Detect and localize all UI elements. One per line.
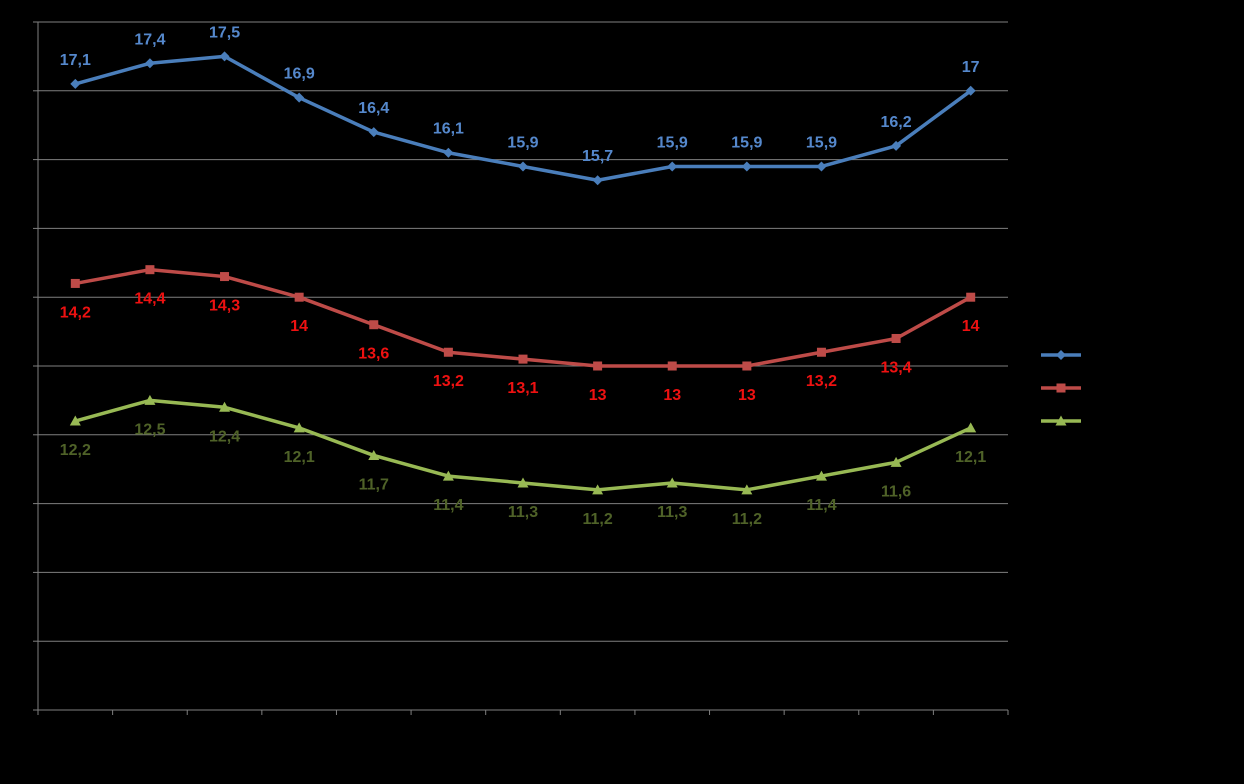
data-label: 13: [738, 387, 756, 404]
diamond-marker: [667, 161, 678, 172]
data-label: 11,3: [508, 504, 538, 521]
series-1: [70, 51, 976, 186]
data-label: 15,9: [806, 134, 837, 151]
triangle-marker: [741, 484, 753, 495]
square-marker: [1056, 383, 1066, 393]
data-label: 13: [663, 387, 681, 404]
triangle-marker: [666, 477, 678, 488]
data-label: 11,2: [732, 511, 762, 528]
data-label: 12,2: [60, 442, 91, 459]
legend-item-1: [1041, 350, 1081, 360]
data-labels: 17,1 17,4 17,5 16,9 16,4 16,1 15,9 15,7 15,9 15,9…: [60, 24, 987, 527]
data-label: 13,2: [433, 373, 464, 390]
data-label: 15,9: [657, 134, 688, 151]
triangle-marker: [1055, 415, 1067, 426]
square-marker: [593, 361, 603, 371]
diamond-marker: [144, 58, 155, 69]
data-label: 13,4: [881, 359, 912, 376]
square-marker: [742, 361, 752, 371]
diamond-marker: [219, 51, 230, 62]
triangle-marker: [368, 449, 380, 460]
diamond-marker: [965, 85, 976, 96]
square-marker: [966, 292, 976, 302]
data-label: 12,1: [284, 449, 315, 466]
data-label: 13,1: [507, 380, 538, 397]
diamond-marker: [741, 161, 752, 172]
data-label: 14: [962, 318, 980, 335]
triangle-marker: [219, 401, 231, 412]
triangle-marker: [69, 415, 81, 426]
series-2: [70, 265, 976, 371]
data-label: 12,5: [134, 421, 165, 438]
data-label: 14,4: [134, 291, 165, 308]
triangle-marker: [293, 422, 305, 433]
square-marker: [816, 347, 826, 357]
triangle-marker: [815, 470, 827, 481]
data-label: 16,9: [284, 66, 315, 83]
data-label: 17,5: [209, 24, 240, 41]
data-label: 14,3: [209, 298, 240, 315]
data-label: 13,6: [358, 346, 389, 363]
square-marker: [294, 292, 304, 302]
triangle-marker: [965, 422, 977, 433]
data-label: 16,1: [433, 121, 464, 138]
data-label: 11,6: [881, 483, 911, 500]
triangle-marker: [890, 456, 902, 467]
diamond-marker: [518, 161, 528, 172]
square-marker: [443, 347, 453, 357]
data-label: 11,4: [806, 497, 836, 514]
legend-item-2: [1041, 383, 1081, 393]
data-label: 16,2: [881, 114, 912, 131]
diamond-marker: [1056, 350, 1066, 360]
data-label: 11,4: [433, 497, 463, 514]
data-label: 17: [962, 59, 980, 76]
triangle-marker: [144, 394, 156, 405]
square-marker: [518, 354, 528, 364]
data-label: 14: [290, 318, 308, 335]
square-marker: [70, 278, 80, 288]
gridlines: [38, 21, 1008, 642]
data-label: 13,2: [806, 373, 837, 390]
axes: [33, 21, 1009, 715]
data-label: 14,2: [60, 304, 91, 321]
square-marker: [891, 333, 901, 343]
data-label: 11,7: [359, 476, 389, 493]
data-label: 15,7: [582, 148, 613, 165]
diamond-marker: [816, 161, 827, 172]
series-2-line: [73, 267, 973, 368]
triangle-marker: [592, 484, 604, 495]
series-3: [69, 394, 977, 495]
diamond-marker: [592, 175, 603, 186]
triangle-marker: [442, 470, 454, 481]
legend-item-3: [1041, 415, 1081, 426]
data-label: 12,1: [955, 449, 986, 466]
legend: [1041, 350, 1081, 426]
data-label: 17,4: [134, 31, 165, 48]
diamond-marker: [891, 140, 902, 151]
series-group: [69, 51, 977, 495]
data-label: 11,2: [582, 511, 612, 528]
diamond-marker: [368, 127, 379, 138]
diamond-marker: [443, 147, 454, 158]
square-marker: [220, 272, 230, 282]
data-label: 15,9: [507, 134, 538, 151]
square-marker: [369, 320, 379, 330]
data-label: 16,4: [358, 100, 389, 117]
data-label: 17,1: [60, 52, 91, 69]
data-label: 15,9: [731, 134, 762, 151]
triangle-marker: [517, 477, 529, 488]
diamond-marker: [70, 78, 81, 89]
data-label: 12,4: [209, 428, 240, 445]
square-marker: [667, 361, 677, 371]
square-marker: [145, 265, 155, 275]
data-label: 13: [589, 387, 607, 404]
data-label: 11,3: [657, 504, 687, 521]
diamond-marker: [294, 92, 305, 103]
